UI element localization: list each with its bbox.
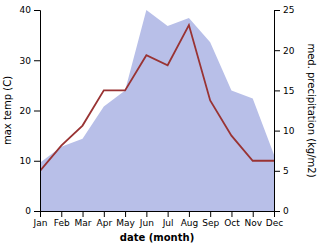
tick-mark xyxy=(189,211,190,217)
y-axis: 0 10 20 30 40 xyxy=(20,5,41,216)
tick-label: 5 xyxy=(283,166,289,176)
x-axis-title: date (month) xyxy=(120,232,194,243)
tick-mark xyxy=(274,211,280,212)
tick-label: Sep xyxy=(202,218,219,228)
tick: Apr xyxy=(97,211,113,228)
x-axis: Jan Feb Mar AprMay Jun Jul AugSep Oct Nov Dec xyxy=(33,211,284,228)
tick-label: Jan xyxy=(33,218,48,228)
tick-label: 10 xyxy=(283,126,295,136)
tick-mark xyxy=(168,211,169,217)
tick: 0 xyxy=(274,206,289,216)
tick-mark xyxy=(34,10,40,11)
tick: Jun xyxy=(139,211,154,228)
tick-label: 15 xyxy=(283,86,294,96)
tick-label: Oct xyxy=(224,218,240,228)
tick-label: 30 xyxy=(20,56,32,66)
tick: Dec xyxy=(266,211,283,228)
tick: 40 xyxy=(20,5,40,15)
tick: Sep xyxy=(202,211,219,228)
tick-mark xyxy=(34,161,40,162)
tick-label: Jun xyxy=(139,218,154,228)
tick-label: 40 xyxy=(20,5,32,15)
tick: 5 xyxy=(274,166,289,176)
tick-label: 25 xyxy=(283,5,294,15)
y2-axis: 0 5 10 15 20 25 xyxy=(274,5,295,216)
tick: 20 xyxy=(274,46,295,56)
tick: 0 xyxy=(25,206,40,216)
chart: JanFebMarAprMayJunJulAugSepOctNovDec0102… xyxy=(0,0,318,247)
tick-label: 10 xyxy=(20,156,32,166)
tick: 20 xyxy=(20,106,40,116)
tick: Oct xyxy=(224,211,240,228)
tick-label: 20 xyxy=(20,106,32,116)
tick: Aug xyxy=(181,211,199,228)
tick: 25 xyxy=(274,5,294,15)
tick-label: Jul xyxy=(162,218,174,228)
tick-label: Nov xyxy=(244,218,262,228)
tick-mark xyxy=(274,50,280,51)
tick: Jul xyxy=(162,211,174,228)
tick: 30 xyxy=(20,56,40,66)
tick-mark xyxy=(231,211,232,217)
tick: Mar xyxy=(75,211,92,228)
tick-label: Dec xyxy=(266,218,283,228)
y2-axis-title: med. precipitation (kg/m2) xyxy=(306,43,317,177)
tick: Feb xyxy=(54,211,70,228)
marks xyxy=(40,10,274,211)
tick: Jan xyxy=(33,211,48,228)
tick: 10 xyxy=(274,126,295,136)
tick-mark xyxy=(61,211,62,217)
tick-label: Apr xyxy=(97,218,113,228)
tick: 10 xyxy=(20,156,40,166)
tick-mark xyxy=(34,211,40,212)
tick: May xyxy=(116,211,135,228)
axis-line xyxy=(34,11,41,212)
tick-mark xyxy=(83,211,84,217)
tick-mark xyxy=(274,10,280,11)
tick-mark xyxy=(210,211,211,217)
tick-label: Aug xyxy=(181,218,199,228)
tick-label: Mar xyxy=(75,218,92,228)
tick-mark xyxy=(146,211,147,217)
tick-label: 20 xyxy=(283,46,295,56)
line xyxy=(40,25,274,171)
y-axis-title: max temp (C) xyxy=(2,76,13,145)
tick-mark xyxy=(104,211,105,217)
tick-mark xyxy=(274,171,280,172)
tick-mark xyxy=(274,131,280,132)
tick-label: Feb xyxy=(54,218,70,228)
tick-mark xyxy=(34,111,40,112)
tick-label: 0 xyxy=(283,206,289,216)
plot-area: JanFebMarAprMayJunJulAugSepOctNovDec0102… xyxy=(20,5,295,228)
tick-mark xyxy=(253,211,254,217)
tick-label: 0 xyxy=(25,206,31,216)
tick: Nov xyxy=(244,211,262,228)
tick-mark xyxy=(125,211,126,217)
tick-mark xyxy=(274,90,280,91)
axis-line xyxy=(41,212,275,218)
tick: 15 xyxy=(274,86,294,96)
tick-label: May xyxy=(116,218,135,228)
area xyxy=(40,10,274,211)
tick-mark xyxy=(34,60,40,61)
axis-line xyxy=(275,11,281,212)
